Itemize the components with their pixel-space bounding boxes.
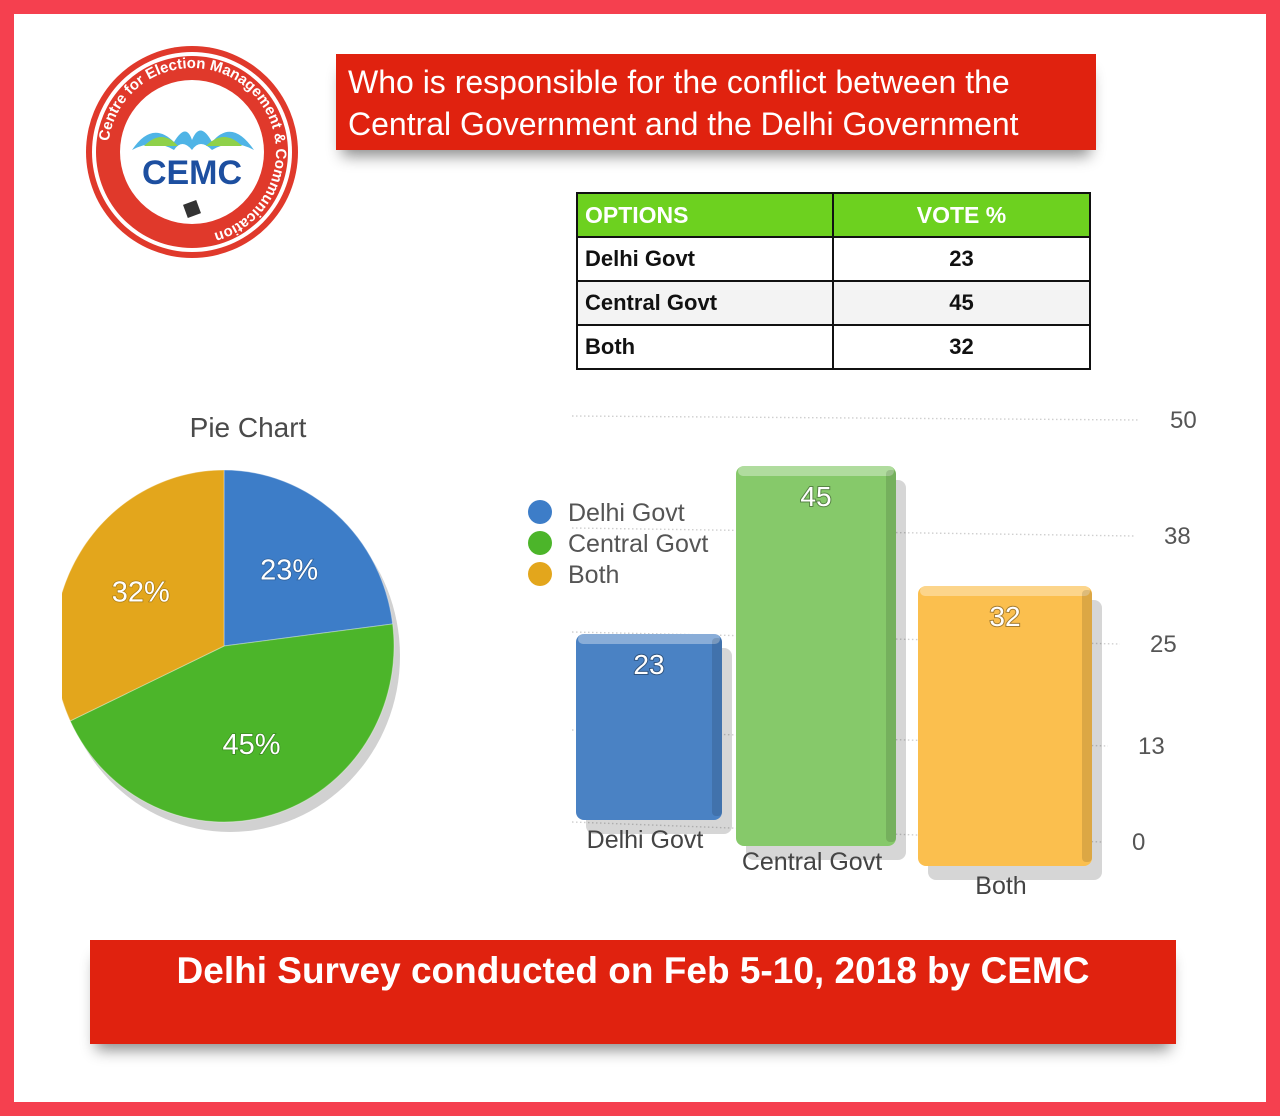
cemc-logo: Centre for Election Management & Communi… [82, 42, 302, 262]
bar-value-label: 45 [800, 481, 831, 512]
logo-wordmark: CEMC [142, 154, 242, 192]
legend-label: Both [568, 561, 619, 589]
pie-slice-both [62, 469, 225, 722]
row-vote: 45 [832, 280, 1091, 326]
row-vote: 23 [832, 236, 1091, 282]
y-tick-label: 25 [1150, 631, 1177, 658]
footer-banner: Delhi Survey conducted on Feb 5-10, 2018… [90, 940, 1176, 1044]
row-option: Delhi Govt [576, 236, 834, 282]
row-vote: 32 [832, 324, 1091, 370]
pie-label: 23% [260, 554, 318, 586]
bar-gridline [571, 415, 1141, 421]
table-row: Central Govt 45 [576, 280, 1091, 326]
bar-highlight [920, 586, 1090, 596]
legend-swatch [528, 562, 552, 586]
pie-chart: 23% 45% 32% [62, 469, 400, 832]
pie-chart-title: Pie Chart [189, 412, 307, 443]
bar-edge [886, 470, 896, 842]
y-tick-label: 50 [1170, 407, 1197, 434]
header-options: OPTIONS [576, 192, 834, 238]
pie-slice-delhi-govt [223, 469, 394, 647]
legend-swatch [528, 531, 552, 555]
pie-label: 32% [112, 576, 170, 608]
cemc-logo-graphic: Centre for Election Management & Communi… [86, 46, 298, 258]
pie-label: 45% [222, 729, 280, 761]
bar-value-label: 32 [989, 601, 1020, 632]
infographic-page: Centre for Election Management & Communi… [14, 14, 1266, 1102]
legend-label: Central Govt [568, 530, 708, 558]
table-row: Delhi Govt 23 [576, 236, 1091, 282]
bar-edge [712, 638, 722, 816]
row-option: Central Govt [576, 280, 834, 326]
x-category-label: Central Govt [742, 848, 882, 876]
bar-edge [1082, 590, 1092, 862]
x-category-label: Delhi Govt [587, 826, 704, 854]
legend-swatch [528, 500, 552, 524]
bar-highlight [578, 634, 720, 644]
bar-value-label: 23 [633, 649, 664, 680]
y-tick-label: 13 [1138, 733, 1165, 760]
bar-chart: 0 13 25 38 50 Delhi Govt Central Govt Both 23 Del… [528, 407, 1197, 900]
pie-slice-central-govt [69, 623, 395, 823]
bar-delhi-govt [576, 634, 722, 820]
vote-table: OPTIONS VOTE % Delhi Govt 23 Central Gov… [576, 192, 1091, 370]
title-banner: Who is responsible for the conflict betw… [336, 54, 1096, 150]
row-option: Both [576, 324, 834, 370]
legend-label: Delhi Govt [568, 499, 685, 527]
title-line-1: Who is responsible for the conflict betw… [348, 64, 1010, 100]
y-tick-label: 0 [1132, 829, 1145, 856]
bar-central-govt [736, 466, 896, 846]
y-tick-label: 38 [1164, 523, 1191, 550]
x-category-label: Both [975, 872, 1026, 900]
header-vote-percent: VOTE % [832, 192, 1091, 238]
bar-highlight [738, 466, 894, 476]
title-line-2: Central Government and the Delhi Governm… [348, 106, 1019, 142]
table-row: Both 32 [576, 324, 1091, 370]
table-header-row: OPTIONS VOTE % [576, 192, 1091, 238]
bar-both [918, 586, 1092, 866]
